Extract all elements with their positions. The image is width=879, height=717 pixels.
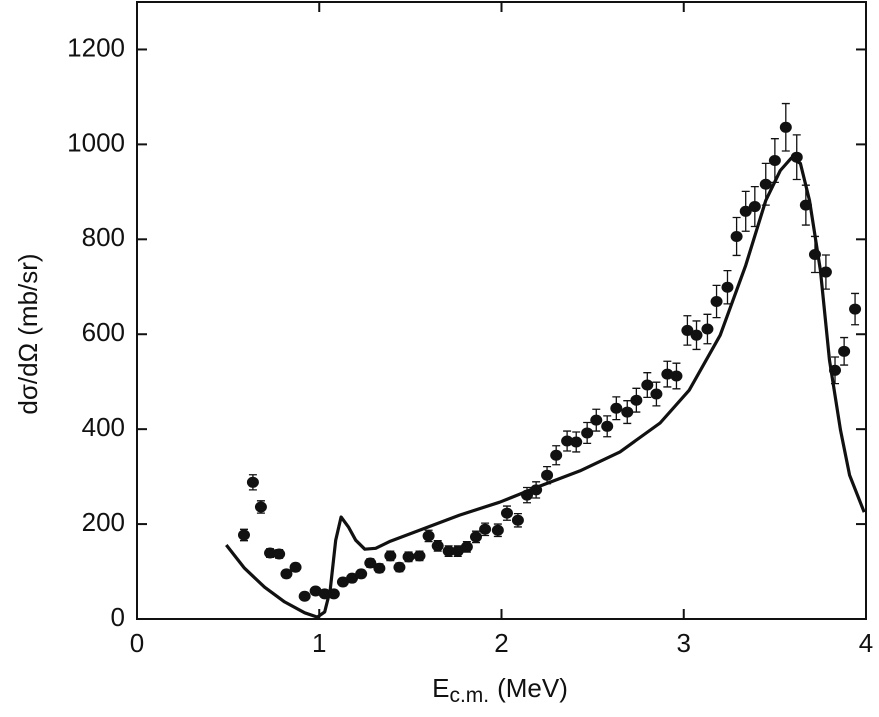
data-point bbox=[721, 281, 734, 293]
data-point bbox=[254, 501, 267, 513]
y-tick-label: 0 bbox=[111, 602, 125, 632]
data-point bbox=[273, 548, 286, 560]
data-point bbox=[838, 345, 851, 357]
x-tick-label: 4 bbox=[859, 628, 873, 658]
y-tick-label: 200 bbox=[82, 507, 125, 537]
x-tick-label: 2 bbox=[494, 628, 508, 658]
data-point bbox=[309, 585, 322, 597]
data-point bbox=[829, 364, 842, 376]
data-point bbox=[701, 323, 714, 335]
x-tick-label: 1 bbox=[312, 628, 326, 658]
data-point bbox=[479, 523, 492, 535]
data-point bbox=[318, 588, 331, 600]
data-point bbox=[280, 568, 293, 580]
x-tick-label: 0 bbox=[130, 628, 144, 658]
data-point bbox=[451, 545, 464, 557]
data-point bbox=[661, 368, 674, 380]
y-tick-label: 600 bbox=[82, 317, 125, 347]
data-point bbox=[630, 394, 643, 406]
data-point bbox=[849, 303, 862, 315]
data-point bbox=[289, 561, 302, 573]
data-point bbox=[739, 205, 752, 217]
x-axis-label: Ec.m. (MeV) bbox=[432, 673, 568, 707]
data-point bbox=[402, 551, 415, 563]
data-point bbox=[690, 329, 703, 341]
data-point bbox=[808, 248, 821, 260]
data-point bbox=[442, 545, 455, 557]
data-point bbox=[768, 155, 781, 167]
data-point bbox=[246, 476, 259, 488]
x-tick-label: 3 bbox=[677, 628, 691, 658]
data-point bbox=[759, 178, 772, 190]
y-tick-label: 1200 bbox=[67, 32, 125, 62]
data-point bbox=[327, 588, 340, 600]
data-point bbox=[621, 406, 634, 418]
data-point bbox=[237, 529, 250, 541]
data-point bbox=[511, 514, 524, 526]
data-point bbox=[364, 557, 377, 569]
data-point bbox=[779, 121, 792, 133]
data-point bbox=[413, 550, 426, 562]
data-point bbox=[590, 414, 603, 426]
data-point bbox=[264, 547, 277, 559]
data-point bbox=[641, 379, 654, 391]
data-point bbox=[730, 230, 743, 242]
theory-curve bbox=[225, 156, 866, 619]
data-point bbox=[581, 427, 594, 439]
data-point bbox=[650, 388, 663, 400]
data-point bbox=[530, 484, 543, 496]
data-point bbox=[298, 590, 311, 602]
y-tick-label: 400 bbox=[82, 412, 125, 442]
data-point bbox=[393, 561, 406, 573]
data-point bbox=[610, 402, 623, 414]
data-point bbox=[346, 572, 359, 584]
data-point bbox=[819, 266, 832, 278]
y-tick-label: 800 bbox=[82, 222, 125, 252]
data-point bbox=[748, 201, 761, 213]
x-label-main: E bbox=[432, 673, 449, 703]
data-point bbox=[491, 524, 504, 536]
data-point bbox=[460, 541, 473, 553]
data-point bbox=[373, 562, 386, 574]
data-point bbox=[561, 435, 574, 447]
data-point bbox=[521, 489, 534, 501]
data-point bbox=[469, 531, 482, 543]
data-point bbox=[570, 436, 583, 448]
data-point bbox=[601, 420, 614, 432]
data-point bbox=[541, 469, 554, 481]
data-point bbox=[799, 199, 812, 211]
data-point bbox=[500, 507, 513, 519]
data-point bbox=[710, 295, 723, 307]
y-tick-label: 1000 bbox=[67, 127, 125, 157]
x-label-subscript: c.m. bbox=[449, 684, 489, 707]
data-point bbox=[790, 151, 803, 163]
data-point bbox=[431, 540, 444, 552]
data-point bbox=[355, 568, 368, 580]
data-point bbox=[336, 576, 349, 588]
y-axis-label: dσ/dΩ (mb/sr) bbox=[13, 253, 43, 414]
data-point bbox=[681, 324, 694, 336]
data-point bbox=[550, 449, 563, 461]
data-point bbox=[384, 550, 397, 562]
x-label-unit: (MeV) bbox=[497, 673, 568, 703]
data-point bbox=[422, 530, 435, 542]
data-point bbox=[670, 370, 683, 382]
